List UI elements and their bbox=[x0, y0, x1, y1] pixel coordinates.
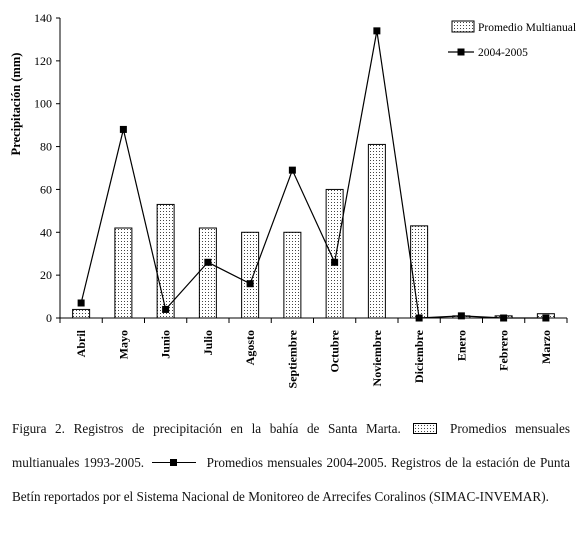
x-tick-label: Junio bbox=[159, 330, 173, 359]
x-tick-label: Julio bbox=[201, 330, 215, 355]
marker-noviembre bbox=[373, 27, 381, 35]
bar-abril bbox=[72, 308, 91, 319]
marker-junio bbox=[162, 305, 170, 313]
x-tick-label: Octubre bbox=[328, 329, 342, 372]
bar-julio bbox=[198, 227, 217, 319]
y-tick-label: 140 bbox=[34, 11, 52, 25]
y-tick-label: 0 bbox=[46, 311, 52, 325]
y-tick-label: 80 bbox=[40, 140, 52, 154]
x-tick-label: Marzo bbox=[539, 330, 553, 364]
legend-bar-label: Promedio Multianual bbox=[478, 22, 576, 34]
marker-septiembre bbox=[288, 166, 296, 174]
x-tick-label: Diciembre bbox=[412, 329, 426, 383]
caption-line-swatch bbox=[152, 458, 197, 468]
bar-series-promedio-multianual bbox=[72, 143, 555, 319]
bar-noviembre bbox=[367, 143, 386, 319]
x-tick-label: Abril bbox=[74, 329, 88, 357]
bar-junio bbox=[156, 203, 175, 319]
y-tick-label: 40 bbox=[40, 225, 52, 239]
caption-title: Figura 2. Registros de precipitación en … bbox=[12, 421, 401, 436]
x-tick-label: Enero bbox=[454, 330, 468, 361]
marker-julio bbox=[204, 258, 212, 266]
legend: Promedio Multianual 2004-2005 bbox=[448, 20, 576, 59]
bar-mayo bbox=[114, 227, 133, 319]
y-axis-label: Precipitación (mm) bbox=[9, 53, 23, 156]
x-tick-label: Febrero bbox=[497, 330, 511, 371]
bar-diciembre bbox=[410, 225, 429, 319]
marker-enero bbox=[457, 312, 465, 320]
marker-mayo bbox=[119, 125, 127, 133]
line-series-2004-2005 bbox=[77, 27, 550, 322]
precipitation-chart: 0 20 40 60 80 100 120 140 Abril Mayo Junio Julio Ago… bbox=[9, 11, 576, 388]
line-path bbox=[80, 30, 546, 319]
legend-line-marker bbox=[457, 48, 465, 56]
marker-abril bbox=[77, 299, 85, 307]
legend-line-label: 2004-2005 bbox=[478, 47, 528, 59]
caption-source-text: Promedios mensuales 2004-2005. Registros… bbox=[12, 455, 571, 504]
x-tick-label: Septiembre bbox=[285, 329, 299, 388]
y-tick-label: 20 bbox=[40, 268, 52, 282]
axes: 0 20 40 60 80 100 120 140 Abril Mayo Junio Julio Ago… bbox=[34, 11, 568, 388]
bar-agosto bbox=[241, 231, 260, 319]
bar-octubre bbox=[325, 188, 344, 319]
y-tick-label: 120 bbox=[34, 54, 52, 68]
legend-bar-swatch bbox=[451, 20, 475, 33]
x-tick-label: Noviembre bbox=[370, 329, 384, 386]
marker-agosto bbox=[246, 280, 254, 288]
y-tick-label: 60 bbox=[40, 182, 52, 196]
caption-paragraph: Figura 2. Registros de precipitación en … bbox=[12, 412, 570, 514]
bar-septiembre bbox=[283, 231, 302, 319]
x-tick-label: Mayo bbox=[116, 330, 130, 359]
x-tick-label: Agosto bbox=[243, 330, 257, 365]
caption-bar-swatch bbox=[413, 423, 438, 435]
caption-multianual-text: Promedios mensuales multianuales 1993-20… bbox=[12, 421, 571, 470]
y-tick-label: 100 bbox=[34, 97, 52, 111]
marker-octubre bbox=[331, 258, 339, 266]
figure-caption: Figura 2. Registros de precipitación en … bbox=[12, 412, 570, 514]
